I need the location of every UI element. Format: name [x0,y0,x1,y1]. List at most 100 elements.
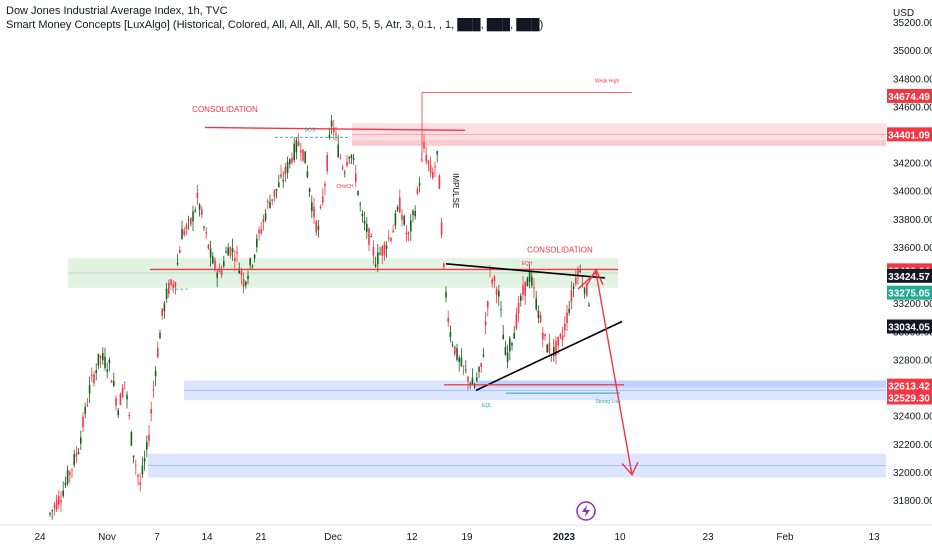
candle-body [262,219,265,223]
candle-body [209,248,212,258]
annotation-label: CONSOLIDATION [527,246,593,255]
candle-body [412,210,414,215]
candle-body [97,353,100,366]
annotations-layer: CONSOLIDATION CONSOLIDATION IMPULSE Weak Hi… [192,79,621,410]
candle-body [568,308,570,313]
candle-body [291,157,293,163]
candle-body [258,229,260,234]
price-tick-label: 33200.00 [893,299,932,310]
candle-body [465,369,467,371]
candle-body [555,341,557,356]
apex-arrowhead [586,267,604,286]
candle-body [542,332,544,340]
candle-body [234,258,236,262]
candle-body [278,182,280,188]
candle-body [77,452,80,454]
candle-body [207,244,210,249]
candle-body [198,204,201,210]
candle-body [414,210,416,217]
candle-body [159,332,161,339]
candle-body [528,271,531,282]
candle-body [418,182,421,186]
candle-body [269,202,271,208]
candle-body [143,458,146,462]
candle-body [377,252,379,265]
candle-body [583,288,586,294]
candle-body [506,352,509,363]
candle-body [328,135,331,138]
candle-body [110,380,113,383]
candle-body [289,159,291,165]
candle-body [480,362,482,367]
candle-body [106,369,108,372]
candle-body [148,434,150,441]
candle-body [117,410,119,416]
candle-body [157,348,159,357]
candle-body [396,206,399,211]
candle-body [238,268,240,274]
candle-body [181,229,183,240]
candle-body [49,513,51,515]
candle-body [170,279,172,285]
price-tick-label: 33800.00 [893,215,932,226]
candle-body [229,247,232,256]
candle-body [539,315,542,323]
candle-body [350,154,353,159]
candle-body [183,230,185,235]
price-tick-label: 34800.00 [893,74,932,85]
candle-body [51,510,53,512]
price-tick-label: 33600.00 [893,243,932,254]
candle-body [473,385,476,388]
candle-body [498,290,500,297]
candle-body [300,150,302,153]
candle-body [163,303,166,312]
candle-body [253,254,256,259]
candle-body [379,253,381,255]
candle-body [401,214,403,221]
annotation-label: Strong Low [595,399,621,405]
candle-body [218,268,221,273]
candle-body [335,133,337,136]
candle-body [115,398,117,406]
candle-body [322,196,324,203]
projection-arrowhead [621,461,639,476]
candle-body [161,308,163,317]
candle-body [357,191,359,195]
zones-layer [68,123,886,478]
candle-body [88,385,91,394]
price-tick-label: 32800.00 [893,355,932,366]
candle-body [190,217,192,225]
candle-body [388,237,390,239]
candle-body [313,206,315,218]
candle-body [531,276,533,286]
candle-body [456,348,458,360]
candle-body [82,416,84,428]
candle-body [192,211,194,222]
chart-title[interactable]: Dow Jones Industrial Average Index, 1h, … [6,5,228,17]
price-label-box [887,285,932,300]
indicator-legend[interactable]: Smart Money Concepts [LuxAlgo] (Historic… [6,19,544,31]
candle-body [405,232,408,235]
candle-body [520,295,522,301]
candle-body [174,282,177,288]
candle-body [130,431,133,446]
price-tick-label: 35000.00 [893,46,932,57]
candle-body [502,334,504,340]
candle-body [264,213,267,220]
candle-body [247,275,249,280]
candle-body [205,232,207,234]
candle-body [383,243,386,255]
annotation-label: CONSOLIDATION [192,105,258,114]
candle-body [212,256,214,264]
price-label-box [887,127,932,142]
candle-body [99,355,102,359]
price-tick-label: 34600.00 [893,102,932,113]
candle-body [293,143,295,161]
candle-body [434,166,436,168]
candle-body [185,225,188,230]
candle-body [425,155,427,162]
candle-body [242,279,245,287]
candle-body [445,291,447,298]
zone-demand [148,453,886,478]
